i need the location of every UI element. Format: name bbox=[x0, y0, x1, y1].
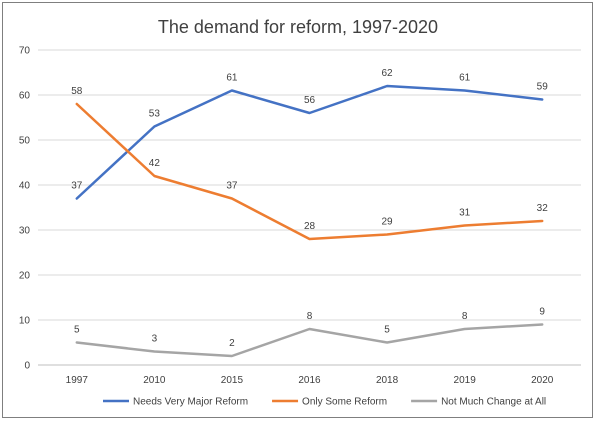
data-label: 5 bbox=[74, 325, 80, 336]
data-label: 8 bbox=[307, 311, 313, 322]
legend-entry: Needs Very Major Reform bbox=[133, 397, 248, 408]
data-label: 32 bbox=[537, 203, 549, 214]
data-label: 5 bbox=[384, 325, 390, 336]
x-tick-label: 2018 bbox=[376, 375, 399, 386]
x-tick-label: 2019 bbox=[454, 375, 477, 386]
gridlines bbox=[38, 49, 581, 366]
x-tick-label: 2015 bbox=[221, 375, 244, 386]
y-tick-label: 60 bbox=[19, 91, 31, 102]
x-tick-label: 2010 bbox=[143, 375, 166, 386]
data-label: 37 bbox=[226, 181, 238, 192]
data-label: 31 bbox=[459, 208, 471, 219]
x-tick-label: 1997 bbox=[66, 375, 89, 386]
data-label: 29 bbox=[382, 217, 394, 228]
legend-entry: Not Much Change at All bbox=[441, 397, 546, 408]
x-axis-tick-labels: 1997 2010 2015 2016 2018 2019 2020 bbox=[66, 375, 554, 386]
data-label: 8 bbox=[462, 311, 468, 322]
data-label: 28 bbox=[304, 221, 316, 232]
data-label: 9 bbox=[539, 307, 545, 318]
data-label: 53 bbox=[149, 109, 161, 120]
series-line-2 bbox=[75, 102, 544, 241]
legend: Needs Very Major Reform Only Some Reform N… bbox=[103, 397, 546, 408]
y-tick-label: 10 bbox=[19, 316, 31, 327]
data-label: 42 bbox=[149, 158, 161, 169]
y-tick-label: 30 bbox=[19, 226, 31, 237]
data-label: 61 bbox=[459, 73, 471, 84]
x-tick-label: 2016 bbox=[298, 375, 321, 386]
series-line-3 bbox=[75, 323, 544, 358]
data-label: 59 bbox=[537, 82, 549, 93]
data-label: 58 bbox=[71, 86, 83, 97]
line-chart: The demand for reform, 1997-2020 0102030… bbox=[19, 17, 581, 408]
data-label: 3 bbox=[152, 334, 158, 345]
y-tick-label: 40 bbox=[19, 181, 31, 192]
data-label: 62 bbox=[382, 68, 394, 79]
y-axis-tick-labels: 0 10 20 30 40 50 60 70 bbox=[19, 46, 31, 372]
chart-frame: The demand for reform, 1997-2020 0 10 20 30… bbox=[2, 2, 593, 418]
chart-title: The demand for reform, 1997-2020 bbox=[158, 17, 438, 37]
y-tick-label: 50 bbox=[19, 136, 31, 147]
x-tick-label: 2020 bbox=[531, 375, 554, 386]
y-tick-label: 70 bbox=[19, 46, 31, 57]
legend-entry: Only Some Reform bbox=[302, 397, 387, 408]
y-tick-label: 20 bbox=[19, 271, 31, 282]
data-label: 56 bbox=[304, 95, 316, 106]
y-tick-label: 0 bbox=[24, 361, 30, 372]
data-label: 61 bbox=[226, 73, 238, 84]
series-lines bbox=[75, 84, 544, 358]
data-label: 37 bbox=[71, 181, 83, 192]
series-line-1 bbox=[75, 84, 544, 200]
data-label: 2 bbox=[229, 338, 235, 349]
